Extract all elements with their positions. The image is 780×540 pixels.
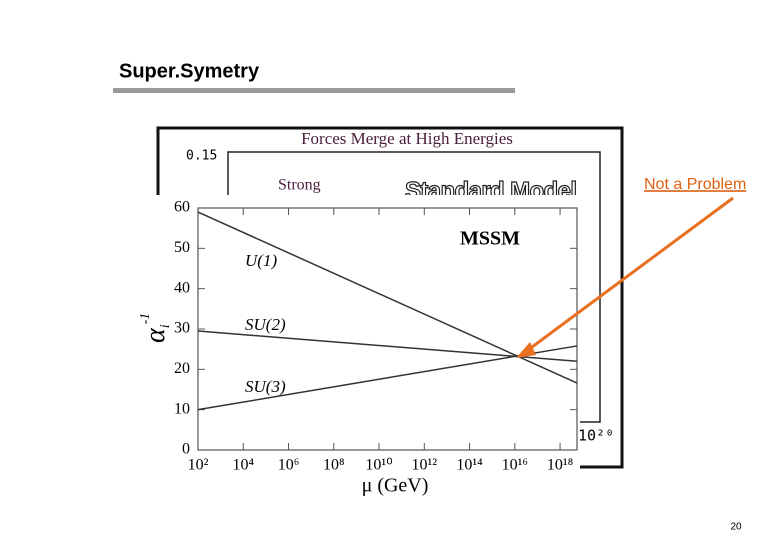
title-bar	[113, 88, 515, 93]
x-tick-label: 10¹⁶	[502, 457, 528, 474]
x-tick-label: 10¹⁴	[456, 457, 483, 474]
series-line	[197, 211, 578, 384]
y-axis-label: αi -1	[138, 313, 173, 343]
y-tick-label: 30	[174, 320, 190, 337]
y-tick-label: 60	[174, 199, 190, 216]
y-tick-label: 50	[174, 239, 190, 256]
x-axis-label: μ (GeV)	[362, 475, 429, 497]
series-label: SU(2)	[245, 315, 286, 334]
series-label: U(1)	[245, 251, 277, 270]
x-tick-label: 10¹²	[411, 457, 437, 474]
x-tick-label: 10²	[188, 457, 209, 474]
background-title: Forces Merge at High Energies	[301, 129, 513, 148]
x-tick-label: 10⁴	[232, 457, 254, 474]
y-axis-label-part: -1	[138, 313, 153, 325]
y-axis-label-part: i	[158, 324, 173, 328]
y-tick-label: 40	[174, 279, 190, 296]
y-tick-label: 0	[182, 441, 190, 458]
chart-background	[140, 195, 580, 500]
annotation: MSSM	[460, 228, 520, 250]
page-number: 20	[730, 522, 742, 533]
y-axis-label-part: α	[140, 327, 171, 343]
y-tick-label: 20	[174, 360, 190, 377]
background-tick: 10²⁰	[578, 427, 614, 445]
x-tick-label: 10⁶	[278, 457, 300, 474]
arrow-head	[516, 342, 536, 358]
arrow	[527, 196, 734, 352]
background-tick: 0.15	[186, 149, 217, 164]
slide-title: Super.Symetry	[119, 60, 260, 82]
annotation: Not a Problem	[644, 176, 746, 193]
x-tick-label: 10¹⁸	[547, 457, 573, 474]
x-tick-label: 10⁸	[323, 457, 345, 474]
series-label: SU(3)	[245, 377, 286, 396]
y-tick-label: 10	[174, 400, 190, 417]
x-tick-label: 10¹⁰	[365, 457, 392, 474]
background-label: Strong	[278, 177, 321, 194]
chart: 0 10 20 30 40 50 60 10² 10⁴ 10⁶ 10⁸ 10¹⁰ 10¹² 10¹⁴ 10¹…	[138, 199, 578, 497]
series-line	[197, 345, 578, 411]
